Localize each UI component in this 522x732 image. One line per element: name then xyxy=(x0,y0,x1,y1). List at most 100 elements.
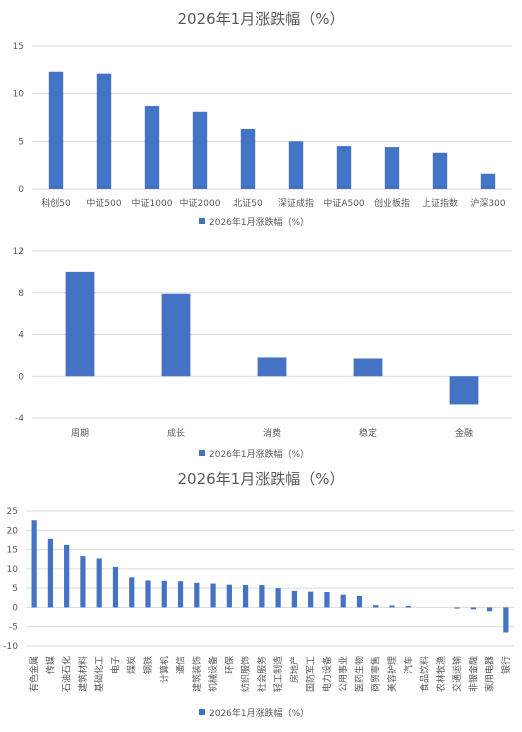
legend-label: 2026年1月涨跌幅（%） xyxy=(209,216,309,228)
bar xyxy=(486,607,493,612)
bar xyxy=(96,73,112,189)
bar xyxy=(503,607,509,633)
legend-swatch xyxy=(199,709,205,715)
bar xyxy=(31,520,37,608)
bar xyxy=(353,358,383,377)
x-category-label: 建筑材料 xyxy=(77,656,89,692)
x-category-label: 轻工制造 xyxy=(272,656,284,692)
bar xyxy=(161,293,191,377)
x-category-label: 有色金属 xyxy=(28,656,40,692)
y-tick-label: 4 xyxy=(18,331,24,341)
bar xyxy=(470,607,476,610)
y-tick-label: 15 xyxy=(13,42,24,52)
x-category-label: 医药生物 xyxy=(353,656,365,692)
x-category-label: 沪深300 xyxy=(470,197,505,209)
x-category-label: 汽车 xyxy=(402,656,414,674)
bar xyxy=(454,607,460,609)
bar xyxy=(145,580,151,608)
x-category-label: 周期 xyxy=(71,428,89,439)
y-tick-label: 15 xyxy=(7,546,18,556)
x-category-label: 家用电器 xyxy=(484,656,496,692)
y-tick-label: -5 xyxy=(9,623,18,633)
x-category-label: 纺织服饰 xyxy=(240,656,252,692)
bar xyxy=(194,582,200,608)
bar xyxy=(336,146,352,189)
bar xyxy=(340,594,346,608)
bar xyxy=(291,590,298,608)
x-category-label: 食品饮料 xyxy=(419,656,431,692)
x-category-label: 计算机 xyxy=(158,656,170,683)
chart-style-returns: -4 0 4 8 12 周期 成长 消费 稳定 金融 2026年1月涨跌幅（%） xyxy=(13,247,512,460)
bar xyxy=(389,605,395,608)
x-category-label: 房地产 xyxy=(288,656,300,683)
bar xyxy=(480,173,496,189)
y-tick-label: 10 xyxy=(7,565,19,575)
y-tick-label: -4 xyxy=(15,414,24,424)
x-category-label: 基础化工 xyxy=(93,656,105,692)
bar xyxy=(240,128,256,189)
y-tick-label: -10 xyxy=(3,642,18,652)
legend-swatch xyxy=(199,450,205,456)
x-category-label: 中证500 xyxy=(86,197,121,209)
bar xyxy=(242,585,249,608)
bar xyxy=(449,376,479,405)
x-category-label: 成长 xyxy=(167,427,185,439)
legend-label: 2026年1月涨跌幅（%） xyxy=(209,707,309,719)
x-category-label: 金融 xyxy=(455,427,473,439)
bar xyxy=(405,605,411,608)
x-category-label: 传媒 xyxy=(44,656,56,674)
x-category-label: 电子 xyxy=(109,656,121,674)
chart-title: 2026年1月涨跌幅（%） xyxy=(178,10,345,28)
bar xyxy=(112,566,119,608)
bar xyxy=(384,147,400,189)
y-tick-label: 12 xyxy=(13,247,24,257)
y-tick-label: 0 xyxy=(18,185,24,195)
bar xyxy=(65,271,95,377)
x-category-label: 电力设备 xyxy=(321,656,333,692)
x-category-label: 中证2000 xyxy=(180,197,221,209)
bar xyxy=(373,605,379,608)
bar xyxy=(129,577,135,608)
x-category-label: 国防军工 xyxy=(305,656,317,692)
x-category-label: 公用事业 xyxy=(337,656,349,692)
bar xyxy=(356,595,363,608)
bar xyxy=(275,588,281,608)
x-category-label: 社会服务 xyxy=(256,656,268,692)
x-category-label: 煤炭 xyxy=(126,656,138,674)
legend-swatch xyxy=(199,218,205,224)
bar xyxy=(177,581,184,608)
x-category-label: 机械设备 xyxy=(207,656,219,692)
x-category-label: 上证指数 xyxy=(422,197,458,209)
y-tick-label: 10 xyxy=(13,90,25,100)
x-category-label: 中证1000 xyxy=(132,197,173,209)
x-category-label: 稳定 xyxy=(359,427,377,439)
x-category-label: 银行 xyxy=(500,656,512,674)
x-category-label: 创业板指 xyxy=(374,197,410,209)
y-tick-label: 5 xyxy=(12,584,18,594)
x-category-label: 美容护理 xyxy=(386,656,398,692)
x-category-label: 中证A500 xyxy=(323,197,365,209)
legend-label: 2026年1月涨跌幅（%） xyxy=(209,448,309,460)
x-category-label: 交通运输 xyxy=(451,656,463,692)
bar xyxy=(144,106,160,189)
x-category-label: 非银金融 xyxy=(467,656,479,692)
bar xyxy=(192,111,208,189)
x-category-label: 北证50 xyxy=(233,198,263,209)
bar xyxy=(259,585,265,608)
x-category-label: 深证成指 xyxy=(278,197,314,209)
x-category-label: 农林牧渔 xyxy=(435,656,447,692)
y-tick-label: 0 xyxy=(12,603,18,613)
bar xyxy=(432,152,448,189)
bar xyxy=(161,580,167,608)
y-tick-label: 0 xyxy=(18,372,24,382)
bar xyxy=(257,357,287,377)
bar xyxy=(47,538,54,608)
x-category-label: 科创50 xyxy=(41,197,71,209)
x-category-label: 石油石化 xyxy=(61,656,73,692)
bar xyxy=(324,592,330,608)
bar xyxy=(308,591,314,608)
y-tick-label: 20 xyxy=(7,526,19,536)
x-category-label: 环保 xyxy=(223,656,235,674)
